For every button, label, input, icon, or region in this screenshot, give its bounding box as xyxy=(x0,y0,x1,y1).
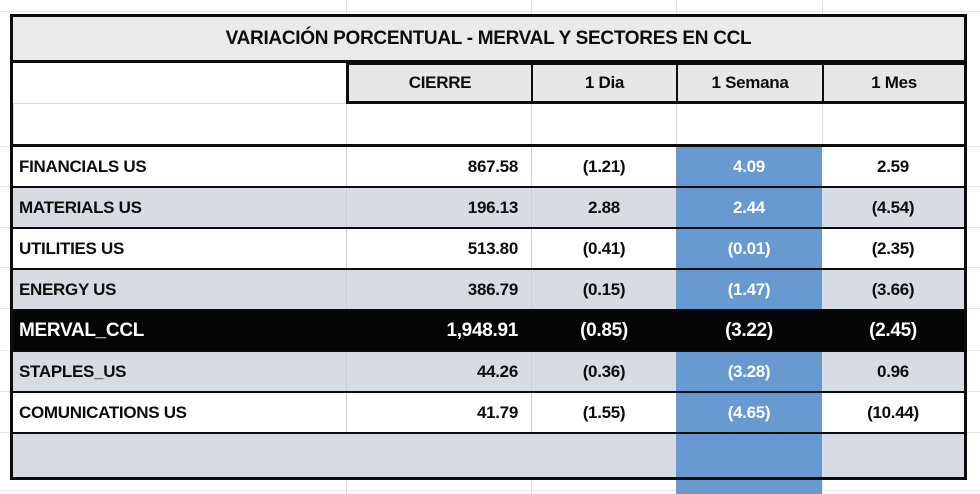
empty-cell xyxy=(822,434,964,477)
empty-cell xyxy=(676,104,822,144)
mes-cell: 0.96 xyxy=(877,361,909,381)
gridline xyxy=(0,11,980,12)
empty-cell xyxy=(346,104,531,144)
row-label: STAPLES_US xyxy=(19,361,127,381)
table-row-utilities: UTILITIES US 513.80 (0.41) (0.01) (2.35) xyxy=(13,229,964,270)
semana-cell: 4.09 xyxy=(676,147,822,186)
column-header-1mes: 1 Mes xyxy=(822,63,964,104)
semana-cell: (3.28) xyxy=(676,352,822,391)
cierre-cell: 41.79 xyxy=(346,393,531,432)
cierre-cell: 386.79 xyxy=(346,270,531,309)
semana-cell: (3.22) xyxy=(676,311,822,350)
week-column-highlight-cell xyxy=(676,434,822,477)
table-row-financials: FINANCIALS US 867.58 (1.21) 4.09 2.59 xyxy=(13,147,964,188)
semana-cell: (0.01) xyxy=(676,229,822,268)
table-row-materials: MATERIALS US 196.13 2.88 2.44 (4.54) xyxy=(13,188,964,229)
semana-cell: (1.47) xyxy=(676,270,822,309)
cierre-cell: 44.26 xyxy=(346,352,531,391)
column-header-label: 1 Semana xyxy=(711,73,789,92)
semana-cell: 2.44 xyxy=(676,188,822,227)
mes-cell: (4.54) xyxy=(871,197,915,217)
mes-cell: (3.66) xyxy=(871,279,915,299)
week-column-highlight-tail xyxy=(676,477,822,494)
table-title-row: VARIACIÓN PORCENTUAL - MERVAL Y SECTORES… xyxy=(13,17,964,63)
column-header-1dia: 1 Dia xyxy=(531,63,676,104)
gridline xyxy=(0,490,980,491)
mes-cell: 2.59 xyxy=(877,156,909,176)
semana-cell: (4.65) xyxy=(676,393,822,432)
row-label: ENERGY US xyxy=(19,279,117,299)
dia-cell: (1.55) xyxy=(531,393,676,432)
empty-cell xyxy=(531,434,676,477)
table-row-merval-ccl: MERVAL_CCL 1,948.91 (0.85) (3.22) (2.45) xyxy=(13,311,964,352)
table-row-energy: ENERGY US 386.79 (0.15) (1.47) (3.66) xyxy=(13,270,964,311)
row-label: UTILITIES US xyxy=(19,238,125,258)
dia-cell: (0.41) xyxy=(531,229,676,268)
empty-cell xyxy=(531,104,676,144)
table-row-comunications: COMUNICATIONS US 41.79 (1.55) (4.65) (10… xyxy=(13,393,964,434)
table-row-staples: STAPLES_US 44.26 (0.36) (3.28) 0.96 xyxy=(13,352,964,393)
column-header-label: 1 Mes xyxy=(871,73,917,92)
empty-cell xyxy=(13,434,346,477)
mes-cell: (10.44) xyxy=(867,402,919,422)
table-header-row: CIERRE 1 Dia 1 Semana 1 Mes xyxy=(13,63,964,104)
table-title: VARIACIÓN PORCENTUAL - MERVAL Y SECTORES… xyxy=(225,27,752,49)
mes-cell: (2.45) xyxy=(869,319,917,341)
row-label: MERVAL_CCL xyxy=(19,319,145,341)
corner-cell xyxy=(13,63,346,104)
row-label: COMUNICATIONS US xyxy=(19,402,187,422)
empty-row xyxy=(13,104,964,147)
dia-cell: 2.88 xyxy=(531,188,676,227)
row-label: FINANCIALS US xyxy=(19,156,147,176)
empty-cell xyxy=(822,104,964,144)
column-header-label: 1 Dia xyxy=(584,73,625,92)
dia-cell: (0.36) xyxy=(531,352,676,391)
row-label: MATERIALS US xyxy=(19,197,142,217)
dia-cell: (1.21) xyxy=(531,147,676,186)
dia-cell: (0.15) xyxy=(531,270,676,309)
mes-cell: (2.35) xyxy=(871,238,915,258)
column-header-cierre: CIERRE xyxy=(346,63,531,104)
cierre-cell: 1,948.91 xyxy=(446,319,518,341)
dia-cell: (0.85) xyxy=(580,319,628,341)
empty-footer-row xyxy=(13,434,964,477)
column-header-1semana: 1 Semana xyxy=(676,63,822,104)
cierre-cell: 867.58 xyxy=(346,147,531,186)
cierre-cell: 196.13 xyxy=(346,188,531,227)
empty-cell xyxy=(346,434,531,477)
column-header-label: CIERRE xyxy=(408,73,472,92)
cierre-cell: 513.80 xyxy=(346,229,531,268)
empty-cell xyxy=(13,104,346,144)
variation-table: VARIACIÓN PORCENTUAL - MERVAL Y SECTORES… xyxy=(10,14,967,480)
